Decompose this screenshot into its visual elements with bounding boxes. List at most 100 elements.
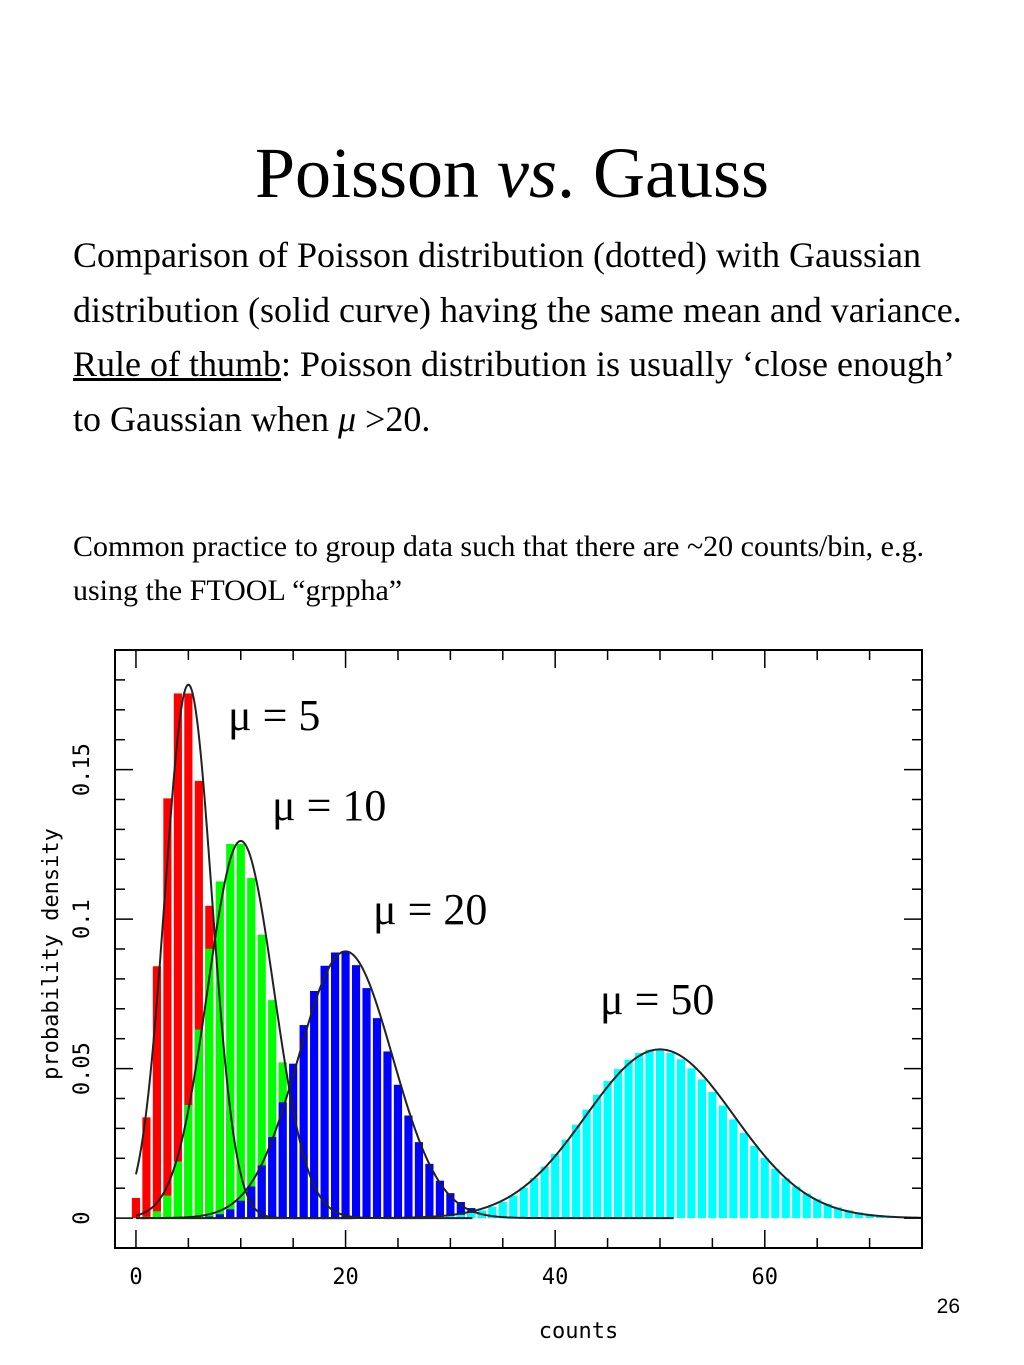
bar-mu50-k55	[708, 1092, 717, 1219]
bar-mu5-k2	[152, 966, 161, 1219]
bar-mu20-k19	[331, 952, 340, 1219]
page-number: 26	[936, 1295, 960, 1318]
bar-mu5-k0	[131, 1197, 141, 1219]
bar-mu10-k9	[226, 844, 235, 1219]
bar-mu10-k13	[268, 1000, 277, 1219]
bar-mu20-k23	[372, 1018, 382, 1219]
bar-mu20-k8	[215, 1214, 224, 1219]
bar-mu10-k12	[257, 934, 266, 1219]
x-tick-label-60: 60	[752, 1265, 779, 1290]
bar-mu50-k60	[760, 1157, 769, 1219]
bar-mu50-k48	[634, 1053, 644, 1219]
bar-mu50-k54	[697, 1079, 706, 1219]
y-tick-label-0: 0	[70, 1211, 95, 1224]
bar-mu20-k17	[310, 991, 319, 1219]
bar-mu50-k45	[603, 1081, 612, 1219]
bar-mu50-k47	[624, 1059, 633, 1219]
y-axis-title: probability density	[39, 828, 64, 1080]
bar-mu5-k1	[142, 1117, 151, 1219]
title-suffix: . Gauss	[557, 133, 770, 213]
bar-mu50-k62	[781, 1178, 790, 1219]
bar-mu50-k63	[792, 1186, 801, 1219]
rule-of-thumb-text: : Poisson distribution is usually ‘close…	[73, 344, 953, 439]
bar-mu50-k70	[865, 1214, 874, 1219]
bar-mu20-k12	[257, 1165, 266, 1219]
x-tick-label-20: 20	[332, 1265, 359, 1290]
bar-mu50-k41	[561, 1139, 570, 1219]
bar-mu5-k4	[173, 693, 182, 1219]
bar-mu20-k28	[425, 1163, 434, 1219]
bar-mu20-k30	[446, 1193, 455, 1219]
gauss-curve-mu50	[141, 1048, 921, 1220]
bar-mu50-k34	[488, 1206, 497, 1219]
mu-label-50: μ = 50	[600, 975, 714, 1024]
bar-mu20-k22	[362, 988, 371, 1219]
bar-mu50-k64	[802, 1193, 811, 1219]
bar-mu50-k30	[446, 1216, 455, 1219]
bar-mu10-k8	[215, 881, 224, 1219]
bar-mu20-k25	[393, 1084, 403, 1219]
bar-mu50-k50	[655, 1049, 665, 1219]
bar-mu50-k69	[855, 1212, 864, 1219]
bar-mu20-k21	[351, 965, 361, 1219]
y-tick-label-0.05: 0.05	[70, 1042, 95, 1095]
bar-mu50-k35	[498, 1201, 507, 1219]
bar-mu50-k68	[844, 1210, 853, 1219]
bar-mu10-k4	[173, 1161, 182, 1219]
bar-mu20-k10	[236, 1200, 245, 1219]
bar-mu5-k5	[184, 693, 193, 1219]
bar-mu10-k11	[247, 878, 256, 1219]
bar-mu20-k9	[226, 1209, 235, 1219]
gauss-curve-mu20	[135, 950, 674, 1220]
mu-label-5: μ = 5	[228, 691, 320, 740]
bar-mu20-k20	[341, 952, 350, 1219]
description-paragraph: Comparison of Poisson distribution (dott…	[73, 228, 973, 446]
bar-mu50-k40	[551, 1153, 560, 1219]
bar-mu50-k46	[613, 1069, 623, 1219]
practice-note: Common practice to group data such that …	[73, 530, 924, 607]
bar-mu50-k32	[467, 1213, 476, 1219]
bar-mu5-k3	[163, 798, 172, 1219]
bar-mu50-k49	[645, 1049, 654, 1219]
bar-mu50-k67	[834, 1207, 843, 1219]
bar-mu20-k16	[299, 1025, 308, 1219]
bar-mu50-k31	[456, 1214, 465, 1219]
bar-mu20-k24	[383, 1051, 392, 1219]
bar-mu20-k26	[404, 1115, 413, 1219]
rule-threshold: >20.	[356, 398, 431, 439]
bar-mu20-k14	[278, 1102, 287, 1219]
bar-mu20-k15	[289, 1063, 298, 1219]
bar-mu20-k31	[456, 1202, 465, 1219]
x-tick-label-40: 40	[542, 1265, 569, 1290]
bar-mu50-k51	[666, 1052, 675, 1219]
y-tick-label-0.15: 0.15	[70, 743, 95, 796]
bar-mu50-k43	[582, 1109, 591, 1219]
x-axis-title: counts	[539, 1319, 618, 1344]
bar-mu5-k6	[194, 780, 203, 1219]
bar-mu20-k29	[435, 1180, 444, 1219]
bar-mu20-k13	[268, 1137, 277, 1219]
mu-label-20: μ = 20	[373, 885, 487, 934]
bar-mu50-k53	[687, 1068, 696, 1219]
bar-mu20-k18	[320, 965, 329, 1219]
slide-title: Poisson vs. Gauss	[0, 128, 1024, 218]
rule-mu-symbol: μ	[337, 398, 357, 439]
bar-mu20-k27	[414, 1142, 424, 1219]
bar-mu50-k66	[823, 1203, 832, 1219]
y-tick-label-0.1: 0.1	[70, 899, 95, 939]
bar-mu50-k59	[750, 1145, 759, 1219]
title-prefix: Poisson	[254, 133, 498, 213]
title-italic: vs	[497, 133, 558, 213]
rule-of-thumb-label: Rule of thumb	[73, 344, 281, 384]
bar-mu50-k56	[718, 1105, 727, 1219]
bar-mu50-k57	[729, 1119, 738, 1219]
bar-mu50-k42	[572, 1124, 581, 1219]
bar-mu50-k52	[676, 1059, 686, 1219]
bar-mu10-k6	[194, 1029, 203, 1219]
bar-mu50-k44	[593, 1094, 602, 1219]
bar-mu50-k65	[813, 1199, 822, 1219]
x-tick-label-0: 0	[129, 1265, 142, 1290]
bar-mu10-k10	[236, 844, 245, 1219]
bar-mu50-k38	[530, 1177, 539, 1219]
